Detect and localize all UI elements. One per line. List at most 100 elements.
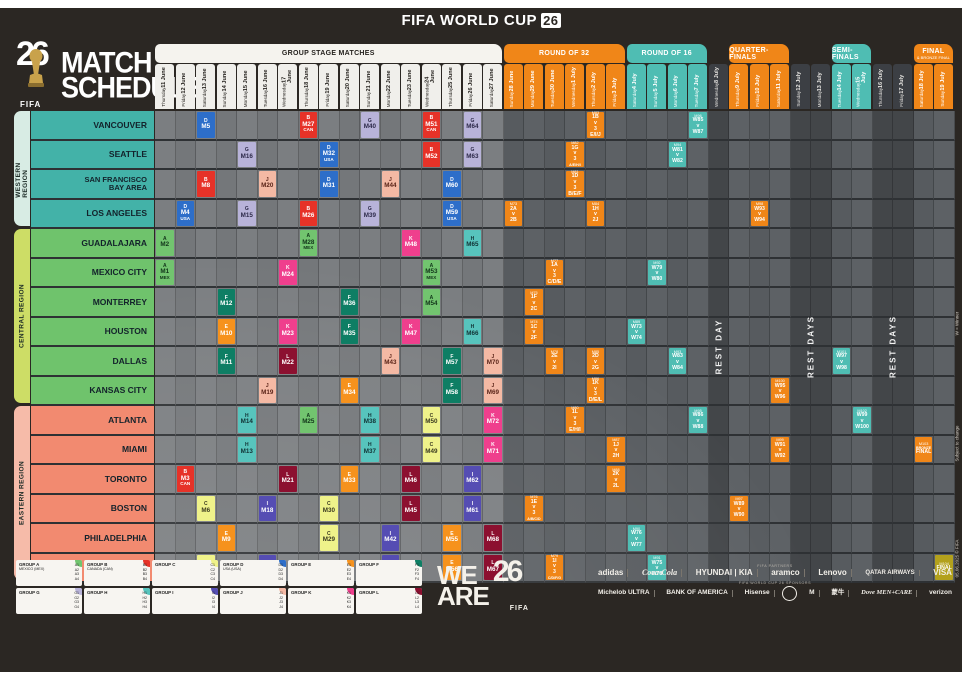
grid-cell (155, 288, 176, 318)
match-number: M58 (445, 388, 458, 396)
date-label: 17 July (899, 75, 906, 95)
date-label: 8 July (714, 66, 721, 83)
date-tab-1-july: Wednesday 1 July (565, 64, 585, 109)
day-name: Saturday (201, 88, 207, 107)
day-name: Wednesday (280, 82, 286, 107)
date-tab-17-june: Wednesday 17 June (278, 64, 298, 109)
knockout-cell-m77: M77 1A v 3 C/D/E (545, 258, 564, 285)
grid-cell (401, 347, 422, 377)
match-cell-m44: J M44 (381, 171, 400, 197)
date-tab-text: Wednesday 15 July (855, 64, 867, 107)
legend-slot: K1 (346, 591, 351, 595)
grid-cell (565, 524, 586, 554)
match-cell-m8: B M8 (197, 171, 215, 197)
day-name: Friday (324, 94, 330, 107)
match-cell-m35: F M35 (340, 318, 359, 344)
grid-cell (708, 376, 730, 406)
grid-cell (237, 524, 258, 554)
knockout-cell-m84: M84 1H v 2J (586, 200, 605, 226)
grid-cell (790, 347, 812, 377)
grid-cell (688, 376, 709, 406)
grid-cell (319, 435, 340, 465)
legend-slot: L3 (415, 600, 419, 605)
match-group-letter: G (244, 147, 249, 154)
knockout-pairing-line: 1E (530, 498, 538, 505)
legend-group-color (143, 560, 150, 567)
grid-cell (811, 170, 832, 200)
fifa-small-wordmark: FIFA (509, 605, 529, 613)
knockout-pairing-line: W82 (672, 158, 683, 165)
date-tab-15-july: Wednesday 15 July (852, 64, 872, 109)
legend-group-f: GROUP F F1 F2 F3 F4 (356, 560, 422, 586)
date-label: 12 July (796, 72, 803, 92)
match-group-letter: I (389, 530, 392, 537)
match-group-letter: I (471, 501, 474, 508)
grid-cell (934, 288, 955, 318)
grid-cell (175, 229, 196, 259)
grid-cell (811, 140, 832, 170)
grid-cell (790, 524, 812, 554)
date-tab-13-june: Saturday 13 June (196, 64, 216, 109)
match-cell-m72: K M72 (484, 407, 502, 433)
match-group-letter: G (470, 147, 475, 154)
grid-cell (585, 465, 607, 495)
date-tab-text: Friday 19 June (324, 73, 332, 107)
sponsor-aramco: aramco (767, 569, 805, 577)
grid-cell (626, 435, 648, 465)
match-cell-m29: C M29 (320, 525, 338, 551)
match-cell-m47: K M47 (402, 318, 420, 344)
grid-cell (175, 347, 196, 377)
knockout-pairing-line: v (860, 417, 864, 424)
grid-cell (934, 140, 955, 170)
date-label: 13 June (201, 67, 208, 89)
grid-cell (647, 317, 668, 347)
grid-cell (257, 229, 279, 259)
grid-cell (667, 376, 689, 406)
match-number: M11 (220, 359, 233, 367)
date-tab-24-june: Wednesday 24 June (421, 64, 441, 109)
grid-cell (708, 140, 730, 170)
knockout-pairing-line: v (594, 211, 597, 218)
grid-cell (934, 465, 955, 495)
knockout-pairing-line: 1H (592, 205, 599, 212)
knockout-pairing-line: 1L (571, 409, 578, 416)
knockout-pairing-line: W75 (651, 559, 663, 566)
day-name: Monday (386, 90, 392, 107)
date-tab-10-july: Friday 10 July (749, 64, 769, 109)
date-label: 9 July (734, 71, 741, 88)
match-group-letter: A (429, 262, 434, 269)
knockout-match-number: M103 (918, 442, 929, 447)
grid-cell (688, 435, 709, 465)
grid-cell (421, 465, 443, 495)
grid-cell (298, 140, 320, 170)
date-tab-text: Sunday 19 July (940, 72, 947, 107)
grid-cell (401, 435, 422, 465)
grid-cell (565, 553, 586, 583)
match-team: MEX (426, 274, 437, 280)
grid-cell (606, 229, 627, 259)
match-team: CAN (180, 481, 191, 487)
grid-cell (872, 465, 894, 495)
grid-cell (831, 199, 853, 229)
match-group-letter: B (183, 469, 188, 476)
match-cell-m30: C M30 (320, 495, 338, 521)
match-cell-m39: G M39 (361, 200, 379, 226)
knockout-match-number: M90 (632, 526, 641, 531)
legend-slot: H3 (142, 600, 147, 605)
grid-cell (585, 524, 607, 554)
grid-cell (278, 494, 299, 524)
day-name: Tuesday (406, 89, 412, 107)
match-number: M39 (363, 211, 376, 219)
match-team: MEX (303, 245, 314, 251)
grid-cell (585, 406, 607, 436)
grid-cell (483, 111, 504, 141)
grid-cell (790, 376, 812, 406)
match-number: M60 (445, 182, 458, 190)
grid-cell (442, 258, 463, 288)
legend-slot: F2 (414, 567, 419, 572)
grid-cell (524, 553, 545, 583)
knockout-match-number: M77 (550, 258, 559, 263)
day-name: Monday (242, 90, 248, 107)
sponsors-block: FIFA PARTNERS adidas Coca-Cola HYUNDAI | K… (594, 564, 956, 601)
grid-cell (872, 435, 894, 465)
